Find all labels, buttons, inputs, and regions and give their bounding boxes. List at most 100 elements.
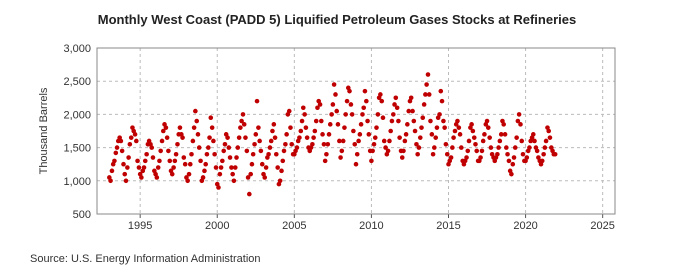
data-point [518,122,523,127]
data-point [443,141,449,147]
data-point [511,155,517,160]
data-point [302,112,307,117]
data-point [108,178,113,184]
data-point [433,135,439,140]
data-point [187,161,193,167]
data-point [206,145,211,150]
data-point [173,151,179,157]
data-point [167,158,173,164]
data-point [216,185,221,190]
data-point [157,158,162,164]
data-point [515,118,521,124]
data-point [202,168,207,174]
data-point [349,112,355,117]
data-point [338,155,343,160]
data-point [211,138,216,144]
data-point [303,125,309,130]
x-tick-label: 1995 [128,220,152,232]
data-point [506,158,512,164]
data-point [348,102,354,107]
data-point [171,165,176,170]
data-point [139,175,144,180]
data-point [380,115,386,121]
data-point [519,138,525,144]
data-point [122,171,128,177]
data-point [114,145,120,150]
data-point [403,132,409,137]
data-point [229,165,234,170]
data-point [172,158,178,164]
data-point [281,148,287,154]
data-point [362,88,368,94]
data-point [334,108,340,114]
y-axis-label: Thousand Barrels [38,87,50,174]
data-point [226,145,232,150]
data-point [155,165,161,170]
data-point [112,158,117,164]
data-point [128,135,134,140]
data-point [136,165,142,170]
x-tick-label: 2005 [282,220,306,232]
data-point [364,98,369,104]
data-point [284,132,289,137]
data-point [351,128,356,134]
data-point [239,118,244,124]
data-point [473,141,478,147]
data-point [319,118,324,124]
data-point [343,112,348,117]
data-point [487,135,492,140]
data-point [175,141,180,147]
data-point [374,125,379,130]
data-point [534,148,540,154]
data-point [331,82,337,87]
data-point [245,175,251,180]
data-point [405,122,410,127]
data-point [127,141,133,147]
data-point [497,138,503,144]
data-point [234,155,239,160]
data-point [186,171,192,177]
data-point [327,122,333,127]
data-point [456,125,462,130]
data-point [516,112,522,117]
data-point [425,72,431,77]
data-point [509,171,514,177]
data-point [317,102,323,107]
chart-title: Monthly West Coast (PADD 5) Liquified Pe… [98,12,576,27]
data-point [450,145,455,150]
data-point [241,122,247,127]
data-point [270,128,275,134]
data-point [401,148,406,154]
data-point [217,171,223,177]
data-point [457,132,463,137]
data-point [393,95,399,101]
y-tick-label: 500 [73,209,91,221]
data-point [524,155,530,160]
data-point [313,118,319,124]
data-point [417,135,423,140]
data-point [354,151,360,157]
data-point [294,145,300,150]
data-point [182,161,188,167]
data-point [299,118,305,124]
data-point [298,128,304,134]
data-point [154,175,160,180]
data-point [415,151,420,157]
data-point [208,115,214,121]
data-point [329,112,334,117]
data-point [388,128,393,134]
data-point [434,125,440,130]
data-point [532,138,537,144]
data-point [150,155,156,160]
data-point [411,118,417,124]
data-point [381,138,387,144]
x-tick-label: 2000 [205,220,229,232]
data-point [371,141,377,147]
data-point [448,155,454,160]
data-point [439,98,445,104]
data-point [520,151,526,157]
data-point [311,135,316,140]
data-point [539,158,545,164]
data-point [464,155,469,160]
data-point [190,138,196,144]
